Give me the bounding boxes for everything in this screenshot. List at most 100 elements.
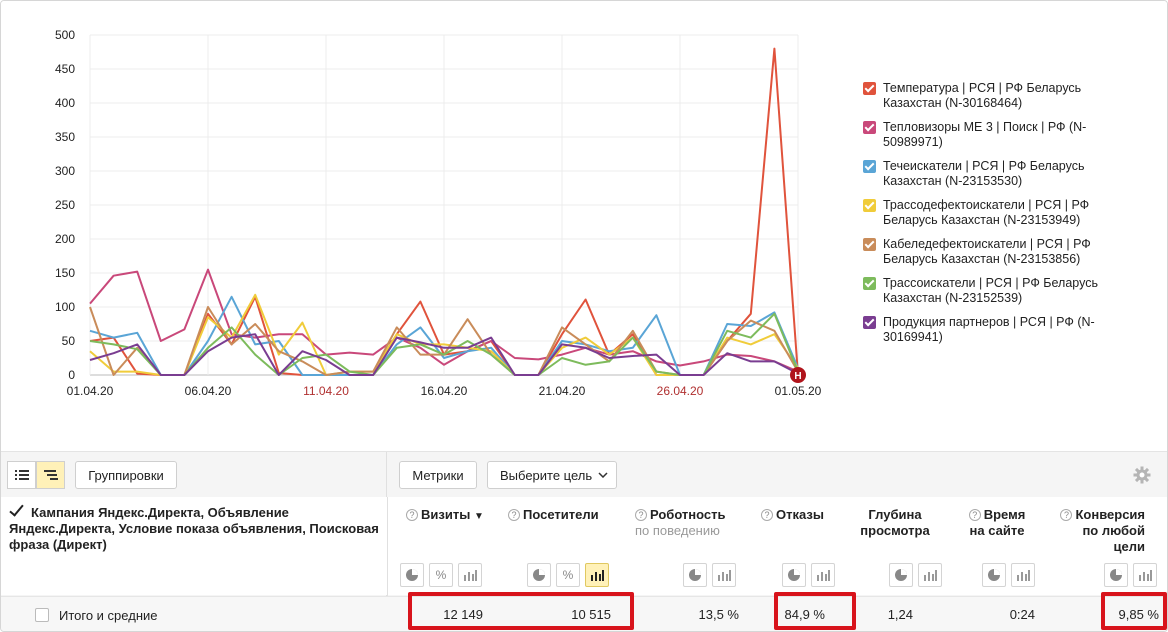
legend-item[interactable]: Температура | РСЯ | РФ Беларусь Казахста…: [863, 81, 1123, 111]
total-depth: 1,24: [887, 607, 913, 622]
visits-percent-button[interactable]: %: [429, 563, 453, 587]
highlight-visits-visitors: [408, 592, 634, 630]
pie-chart-icon: [689, 569, 701, 581]
series-line-7: [89, 333, 799, 376]
line-chart: 0 50 100 150 200 250 300 350 400 450 500 01.04.20 06…: [55, 28, 822, 398]
bounces-bars-button[interactable]: [811, 563, 835, 587]
tree-view-button[interactable]: [36, 461, 65, 489]
total-visits: 12 149: [443, 607, 483, 622]
col-conversion[interactable]: ? Конверсия по любой цели: [1059, 507, 1145, 555]
column-divider: [387, 497, 388, 631]
col-conversion-label-1: Конверсия: [1075, 507, 1145, 522]
legend-item[interactable]: Течеискатели | РСЯ | РФ Беларусь Казахст…: [863, 159, 1123, 189]
visitors-percent-button[interactable]: %: [556, 563, 580, 587]
gear-icon[interactable]: [1133, 466, 1151, 484]
chevron-down-icon: [598, 472, 608, 478]
bar-chart-icon: [924, 570, 937, 581]
legend-item[interactable]: Трассоискатели | РСЯ | РФ Беларусь Казах…: [863, 276, 1123, 306]
bar-chart-icon: [817, 570, 830, 581]
legend-label: Тепловизоры ME 3 | Поиск | РФ (N-5098997…: [883, 120, 1087, 149]
legend-checkbox-icon[interactable]: [863, 238, 876, 251]
metrics-button[interactable]: Метрики: [399, 461, 477, 489]
col-robotness-sub: по поведению: [635, 523, 720, 538]
time-pie-button[interactable]: [982, 563, 1006, 587]
pie-chart-icon: [895, 569, 907, 581]
totals-label: Итого и средние: [59, 608, 158, 623]
legend-item[interactable]: Продукция партнеров | РСЯ | РФ (N-301699…: [863, 315, 1123, 345]
pie-chart-icon: [788, 569, 800, 581]
question-icon[interactable]: ?: [508, 509, 520, 521]
col-bounces-label: Отказы: [776, 507, 824, 522]
col-time-label-1: Время: [983, 507, 1026, 522]
bar-chart-icon: [718, 570, 731, 581]
totals-checkbox[interactable]: [35, 608, 49, 622]
y-tick-label: 100: [55, 300, 75, 314]
question-icon[interactable]: ?: [406, 509, 418, 521]
dimension-header[interactable]: Кампания Яндекс.Директа, Объявление Янде…: [9, 504, 379, 553]
bar-chart-icon: [464, 570, 477, 581]
col-time[interactable]: ? Время на сайте: [967, 507, 1027, 539]
groupings-button[interactable]: Группировки: [75, 461, 177, 489]
bar-chart-icon: [1139, 570, 1152, 581]
y-tick-label: 250: [55, 198, 75, 212]
conversion-pie-button[interactable]: [1104, 563, 1128, 587]
legend-checkbox-icon[interactable]: [863, 316, 876, 329]
col-bounces[interactable]: ? Отказы: [761, 507, 824, 523]
total-visitors: 10 515: [571, 607, 611, 622]
list-view-icon: [14, 470, 29, 480]
annotation-marker: [790, 367, 806, 383]
highlight-bounces: [774, 592, 856, 630]
y-tick-label: 450: [55, 62, 75, 76]
legend-checkbox-icon[interactable]: [863, 199, 876, 212]
total-time: 0:24: [1009, 607, 1035, 622]
chart-legend: Температура | РСЯ | РФ Беларусь Казахста…: [863, 81, 1123, 354]
visits-bars-button[interactable]: [458, 563, 482, 587]
depth-bars-button[interactable]: [918, 563, 942, 587]
legend-checkbox-icon[interactable]: [863, 82, 876, 95]
total-bounces: 84,9 %: [784, 607, 825, 622]
robotness-bars-button[interactable]: [712, 563, 736, 587]
col-depth-label-1: Глубина: [868, 507, 922, 522]
visitors-bars-button[interactable]: [585, 563, 609, 587]
robotness-pie-button[interactable]: [683, 563, 707, 587]
col-time-label-2: на сайте: [969, 523, 1025, 538]
pie-chart-icon: [1110, 569, 1122, 581]
list-view-button[interactable]: [7, 461, 36, 489]
legend-item[interactable]: Тепловизоры ME 3 | Поиск | РФ (N-5098997…: [863, 120, 1123, 150]
col-conversion-label-3: цели: [1113, 539, 1145, 554]
total-robotness: 13,5 %: [698, 607, 739, 622]
x-tick-label: 01.04.20: [67, 384, 114, 398]
bar-chart-icon: [1017, 570, 1030, 581]
depth-pie-button[interactable]: [889, 563, 913, 587]
legend-label: Температура | РСЯ | РФ Беларусь Казахста…: [883, 81, 1082, 110]
col-conversion-label-2: по любой: [1082, 523, 1145, 538]
sort-desc-icon: ▼: [473, 511, 484, 522]
visits-pie-button[interactable]: [400, 563, 424, 587]
col-visits-label: Визиты: [421, 507, 471, 522]
col-robotness[interactable]: ? Роботность по поведению: [635, 507, 726, 539]
conversion-bars-button[interactable]: [1133, 563, 1157, 587]
col-depth[interactable]: Глубина просмотра: [859, 507, 931, 539]
question-icon[interactable]: ?: [635, 509, 647, 521]
bounces-pie-button[interactable]: [782, 563, 806, 587]
y-tick-label: 350: [55, 130, 75, 144]
highlight-conversion: [1101, 592, 1167, 630]
totals-row: [1, 596, 1167, 631]
legend-checkbox-icon[interactable]: [863, 160, 876, 173]
x-tick-label: 06.04.20: [185, 384, 232, 398]
legend-checkbox-icon[interactable]: [863, 121, 876, 134]
legend-item[interactable]: Кабеледефектоискатели | РСЯ | РФ Беларус…: [863, 237, 1123, 267]
percent-icon: %: [562, 568, 574, 582]
legend-item[interactable]: Трассодефектоискатели | РСЯ | РФ Беларус…: [863, 198, 1123, 228]
question-icon[interactable]: ?: [968, 509, 981, 521]
goal-select[interactable]: Выберите цель: [487, 461, 617, 489]
visitors-pie-button[interactable]: [527, 563, 551, 587]
col-visits[interactable]: ? Визиты ▼: [406, 507, 484, 525]
question-icon[interactable]: ?: [761, 509, 773, 521]
col-visitors[interactable]: ? Посетители: [508, 507, 599, 523]
col-robotness-label: Роботность: [650, 507, 726, 522]
legend-checkbox-icon[interactable]: [863, 277, 876, 290]
time-bars-button[interactable]: [1011, 563, 1035, 587]
dimension-header-text: Кампания Яндекс.Директа, Объявление Янде…: [9, 505, 379, 552]
question-icon[interactable]: ?: [1060, 509, 1073, 521]
